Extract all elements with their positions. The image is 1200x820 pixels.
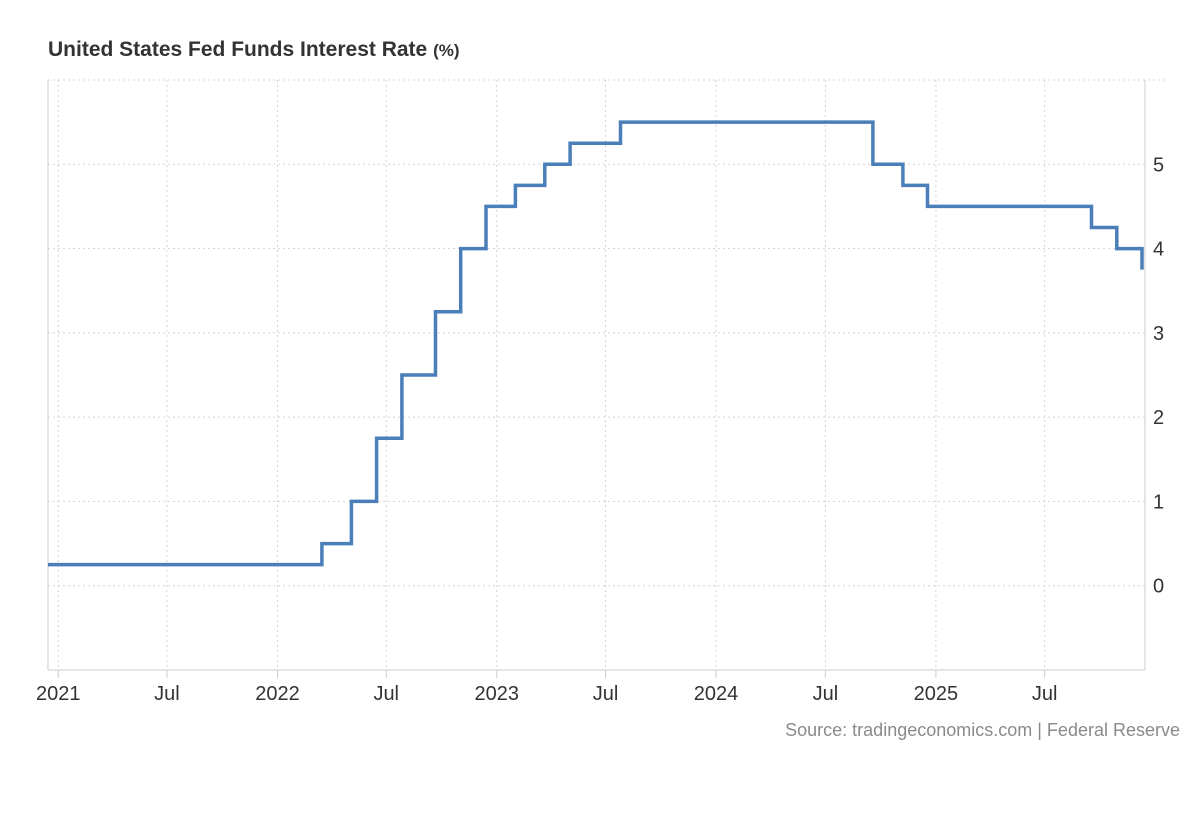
chart-unit-label: (%) bbox=[433, 41, 460, 60]
x-tick-label: Jul bbox=[1032, 683, 1058, 705]
y-tick-label: 3 bbox=[1153, 323, 1164, 345]
y-tick-label: 5 bbox=[1153, 154, 1164, 176]
x-tick-label: 2024 bbox=[694, 683, 739, 705]
tick-labels: 0 1 2 3 4 5 2021 Jul 2022 Jul 2023 Jul 2024 Jul 2025 Ju… bbox=[36, 154, 1164, 705]
y-tick-label: 2 bbox=[1153, 407, 1164, 429]
y-tick-label: 4 bbox=[1153, 239, 1164, 261]
x-tick-label: 2021 bbox=[36, 683, 81, 705]
x-tick-label: Jul bbox=[373, 683, 399, 705]
source-note: Source: tradingeconomics.com | Federal R… bbox=[785, 720, 1180, 740]
x-tick-label: 2022 bbox=[255, 683, 300, 705]
y-tick-label: 0 bbox=[1153, 576, 1164, 598]
grid-lines bbox=[48, 79, 1165, 670]
x-tick-label: Jul bbox=[154, 683, 180, 705]
series-layer bbox=[48, 120, 1144, 567]
series-line bbox=[48, 120, 1144, 567]
x-tick-label: Jul bbox=[593, 683, 619, 705]
y-tick-label: 1 bbox=[1153, 491, 1164, 513]
x-tick-label: 2023 bbox=[475, 683, 520, 705]
chart-title: United States Fed Funds Interest Rate (%… bbox=[48, 38, 460, 62]
axes bbox=[47, 80, 1146, 678]
x-tick-label: 2025 bbox=[914, 683, 959, 705]
x-tick-label: Jul bbox=[813, 683, 839, 705]
chart-title-text: United States Fed Funds Interest Rate bbox=[48, 38, 428, 61]
